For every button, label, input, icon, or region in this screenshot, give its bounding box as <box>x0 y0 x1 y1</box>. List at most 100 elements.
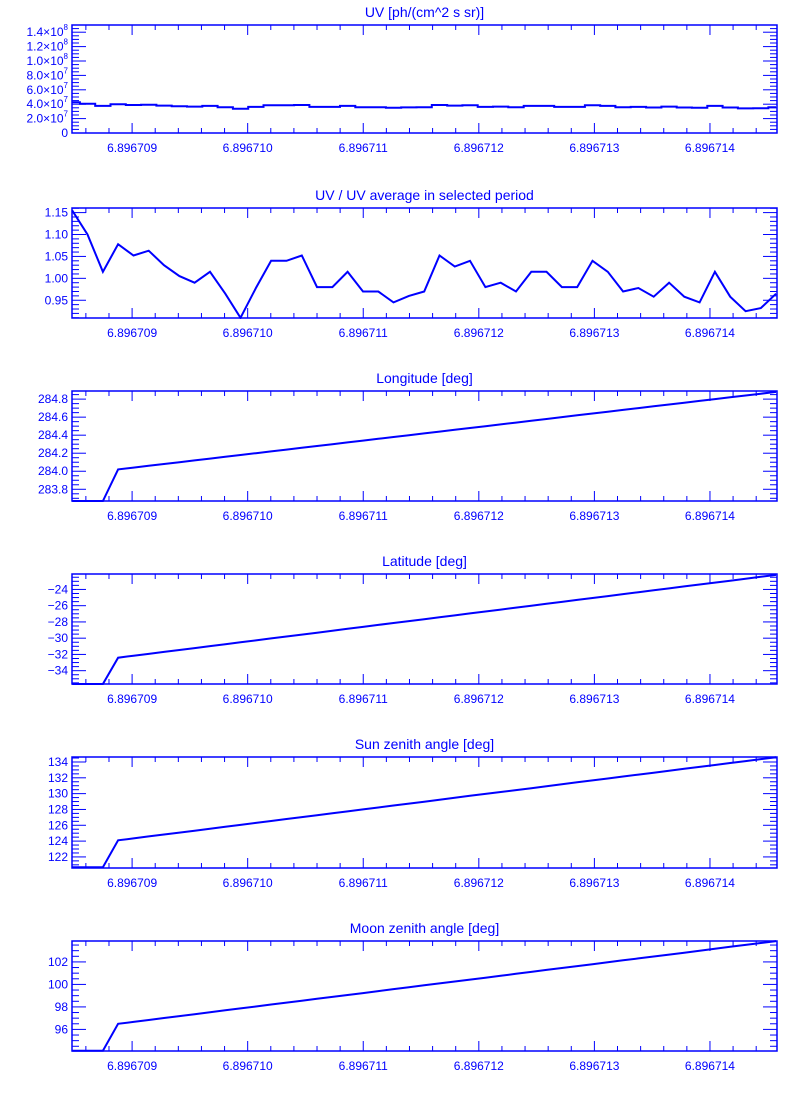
chart-title: Longitude [deg] <box>376 370 473 386</box>
x-tick-label: 6.896714 <box>685 141 735 155</box>
y-tick-mantissa: −34 <box>48 664 69 678</box>
x-tick-label: 6.896710 <box>223 692 273 706</box>
x-tick-label: 6.896709 <box>107 1059 157 1073</box>
y-tick-mantissa: 124 <box>48 834 68 848</box>
y-tick-label: 132 <box>48 771 68 785</box>
y-tick-exponent: 7 <box>64 110 69 119</box>
y-tick-mantissa: 98 <box>55 1000 69 1014</box>
plot-frame <box>71 756 778 869</box>
y-tick-label: 128 <box>48 802 68 816</box>
chart-title: UV / UV average in selected period <box>315 187 534 203</box>
y-tick-label: 284.2 <box>38 446 68 460</box>
panel-0: UV [ph/(cm^2 s sr)] 6.896709 6.896710 6.896… <box>27 4 778 155</box>
panel-2: Longitude [deg] 6.896709 6.896710 6.896711 6… <box>38 370 778 523</box>
y-tick-label: −30 <box>48 631 69 645</box>
chart-title: Latitude [deg] <box>382 553 467 569</box>
y-tick-label: 122 <box>48 850 68 864</box>
y-tick-mantissa: 1.05 <box>45 249 69 263</box>
y-tick-label: 8.0×107 <box>27 66 69 82</box>
x-tick-label: 6.896709 <box>107 326 157 340</box>
x-tick-label: 6.896713 <box>569 692 619 706</box>
x-tick-label: 6.896711 <box>339 326 388 340</box>
x-tick-label: 6.896713 <box>569 509 619 523</box>
y-tick-mantissa: 284.0 <box>38 464 68 478</box>
data-series-line <box>72 940 777 1052</box>
y-tick-mantissa: 1.15 <box>45 206 69 220</box>
y-tick-label: −28 <box>48 615 69 629</box>
y-tick-mantissa: 6.0×10 <box>27 83 64 97</box>
y-tick-mantissa: 0 <box>61 126 68 140</box>
panel-1: UV / UV average in selected period 6.8967… <box>45 187 778 340</box>
data-series-line <box>72 390 777 502</box>
x-tick-label: 6.896710 <box>223 326 273 340</box>
chart-title: UV [ph/(cm^2 s sr)] <box>365 4 484 20</box>
panel-3: Latitude [deg] 6.896709 6.896710 6.896711 6.… <box>48 553 778 706</box>
x-tick-label: 6.896714 <box>685 692 735 706</box>
x-tick-label: 6.896712 <box>454 1059 504 1073</box>
x-tick-label: 6.896709 <box>107 876 157 890</box>
y-tick-mantissa: 284.8 <box>38 392 68 406</box>
y-tick-mantissa: 96 <box>55 1022 69 1036</box>
y-tick-mantissa: 122 <box>48 850 68 864</box>
y-tick-label: 0 <box>61 126 68 140</box>
plot-frame <box>71 207 778 319</box>
y-tick-label: 1.4×108 <box>27 23 69 39</box>
y-tick-mantissa: 1.10 <box>45 228 69 242</box>
data-series-line <box>72 209 777 319</box>
y-tick-label: −24 <box>48 582 69 596</box>
x-tick-label: 6.896713 <box>569 141 619 155</box>
y-tick-mantissa: −26 <box>48 599 69 613</box>
y-tick-label: 1.2×108 <box>27 38 69 54</box>
y-tick-label: 0.95 <box>45 293 69 307</box>
panel-4: Sun zenith angle [deg] 6.896709 6.896710 6.… <box>48 736 778 890</box>
x-tick-label: 6.896711 <box>339 141 388 155</box>
plot-frame <box>71 573 778 685</box>
x-tick-label: 6.896709 <box>107 509 157 523</box>
data-series-line <box>72 573 777 685</box>
x-tick-label: 6.896711 <box>339 1059 388 1073</box>
x-tick-label: 6.896710 <box>223 1059 273 1073</box>
x-tick-label: 6.896713 <box>569 326 619 340</box>
x-tick-label: 6.896712 <box>454 141 504 155</box>
y-tick-mantissa: 1.2×10 <box>27 40 64 54</box>
y-tick-label: 124 <box>48 834 68 848</box>
y-tick-label: 2.0×107 <box>27 110 69 126</box>
x-tick-label: 6.896714 <box>685 1059 735 1073</box>
y-tick-label: 134 <box>48 755 68 769</box>
y-tick-mantissa: 283.8 <box>38 482 68 496</box>
x-tick-label: 6.896710 <box>223 509 273 523</box>
y-tick-mantissa: 4.0×10 <box>27 97 64 111</box>
y-tick-exponent: 8 <box>64 52 69 61</box>
y-tick-label: 4.0×107 <box>27 95 69 111</box>
y-tick-exponent: 7 <box>64 81 69 90</box>
y-tick-mantissa: 284.2 <box>38 446 68 460</box>
y-tick-label: 284.4 <box>38 428 68 442</box>
x-tick-label: 6.896712 <box>454 692 504 706</box>
y-tick-label: 1.00 <box>45 271 69 285</box>
y-tick-exponent: 7 <box>64 66 69 75</box>
data-series-line <box>72 756 777 869</box>
y-tick-mantissa: −24 <box>48 582 69 596</box>
data-series-line <box>72 101 777 110</box>
y-tick-label: 96 <box>55 1022 69 1036</box>
plot-frame <box>71 390 778 502</box>
chart-title: Sun zenith angle [deg] <box>355 736 494 752</box>
y-tick-label: 6.0×107 <box>27 81 69 97</box>
x-tick-label: 6.896714 <box>685 509 735 523</box>
y-tick-mantissa: −32 <box>48 647 69 661</box>
y-tick-mantissa: 1.00 <box>45 271 69 285</box>
x-tick-label: 6.896714 <box>685 326 735 340</box>
y-tick-label: 284.6 <box>38 410 68 424</box>
x-tick-label: 6.896712 <box>454 326 504 340</box>
y-tick-mantissa: 130 <box>48 787 68 801</box>
y-tick-mantissa: 284.4 <box>38 428 68 442</box>
x-tick-label: 6.896713 <box>569 876 619 890</box>
y-tick-label: 284.0 <box>38 464 68 478</box>
y-tick-label: 126 <box>48 818 68 832</box>
y-tick-label: −34 <box>48 664 69 678</box>
x-tick-label: 6.896711 <box>339 509 388 523</box>
y-tick-label: 130 <box>48 787 68 801</box>
x-tick-label: 6.896711 <box>339 876 388 890</box>
panel-5: Moon zenith angle [deg] 6.896709 6.896710 6… <box>48 920 778 1073</box>
y-tick-exponent: 8 <box>64 38 69 47</box>
